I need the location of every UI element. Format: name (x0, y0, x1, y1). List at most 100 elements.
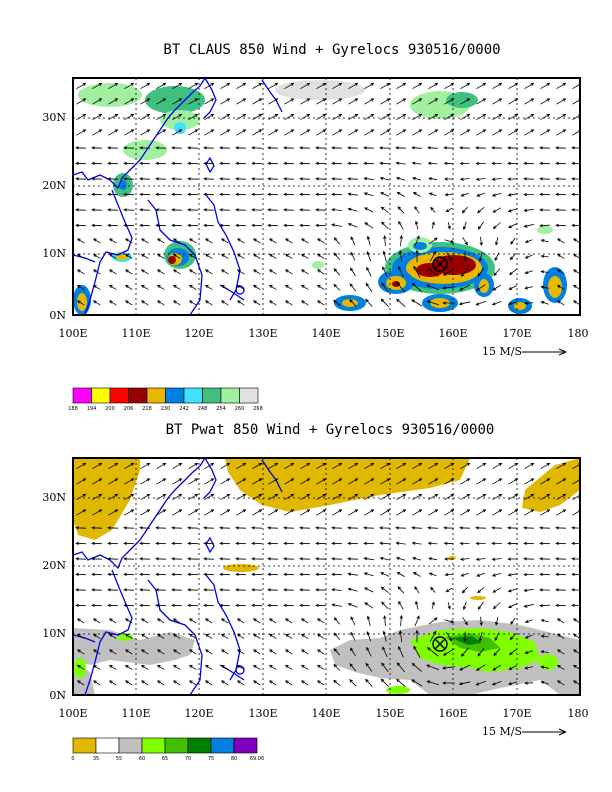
top-wind-arrow (107, 208, 119, 212)
top-wind-arrow (155, 161, 167, 166)
top-wind-arrow (475, 177, 486, 181)
bottom-wind-arrow (172, 649, 181, 655)
bottom-wind-arrow (349, 663, 357, 672)
top-wind-arrow (396, 113, 407, 121)
top-wind-arrow (396, 82, 407, 90)
bottom-wind-arrow (414, 615, 420, 627)
top-wind-arrow (444, 129, 455, 136)
bottom-wind-arrow (187, 588, 199, 592)
bottom-colorbar-tick: 55 (116, 756, 122, 762)
top-wind-arrow (76, 300, 85, 306)
bottom-wind-arrow (507, 541, 519, 546)
top-wind-arrow (556, 284, 565, 290)
top-wind-arrow (92, 238, 101, 244)
top-wind-arrow (156, 300, 165, 306)
top-wind-arrow (428, 237, 438, 245)
bottom-wind-arrow (555, 603, 567, 608)
top-wind-arrow (442, 268, 455, 276)
bottom-wind-arrow (426, 664, 440, 671)
top-wind-arrow (315, 208, 327, 212)
top-wind-arrow (124, 300, 133, 306)
bottom-wind-arrow (187, 541, 199, 546)
top-wind-arrow (171, 192, 183, 197)
top-wind-arrow (91, 208, 103, 212)
bottom-wind-arrow (172, 664, 181, 670)
top-wind-arrow (412, 176, 422, 181)
top-wind-arrow (92, 82, 103, 90)
top-wind-arrow (123, 177, 135, 181)
top-wind-arrow (123, 208, 135, 212)
bottom-wind-arrow (540, 665, 549, 669)
bottom-wind-arrow (524, 650, 533, 654)
top-wind-arrow (396, 191, 405, 197)
bottom-wind-arrow (539, 541, 551, 546)
top-wind-arrow (188, 238, 197, 244)
top-wind-arrow (316, 253, 325, 260)
bottom-wind-arrow (76, 478, 87, 485)
bottom-wind-arrow (267, 603, 279, 608)
top-colorbar-tick: 254 (216, 406, 226, 412)
top-wind-arrow (555, 177, 567, 181)
bottom-wind-arrow (219, 526, 231, 530)
bottom-wind-arrow (91, 526, 103, 530)
top-wind-arrow (349, 267, 356, 277)
bottom-wind-arrow (219, 557, 231, 561)
bottom-wind-arrow (556, 478, 567, 485)
bottom-wind-arrow (476, 478, 487, 485)
bottom-wind-arrow (556, 462, 567, 470)
bottom-wind-arrow (363, 541, 375, 546)
top-wind-arrow (124, 253, 133, 259)
top-wind-arrow (155, 192, 167, 197)
bottom-ref-vector-label: 15 M/S (482, 725, 522, 738)
bottom-wind-arrow (523, 557, 535, 561)
bottom-wind-arrow (204, 493, 215, 501)
bottom-wind-arrow (556, 649, 565, 655)
bottom-wind-arrow (428, 557, 438, 561)
bottom-wind-arrow (396, 493, 407, 501)
bottom-wind-arrow (155, 588, 167, 592)
top-wind-arrow (508, 301, 518, 306)
bottom-wind-arrow (396, 478, 407, 485)
top-wind-arrow (508, 285, 517, 290)
top-wind-arrow (493, 268, 501, 277)
bottom-wind-arrow (507, 526, 519, 530)
bottom-wind-arrow (463, 631, 467, 643)
top-wind-arrow (267, 192, 279, 197)
top-colorbar-tick: 230 (161, 406, 171, 412)
bottom-wind-arrow (315, 572, 327, 577)
bottom-wind-arrow (492, 462, 503, 470)
top-colorbar-swatch (146, 387, 166, 404)
bottom-lon-130: 130E (248, 707, 277, 720)
top-wind-arrow (172, 129, 183, 136)
top-wind-arrow (252, 98, 263, 105)
top-wind-arrow (91, 161, 103, 166)
bottom-wind-arrow (446, 631, 453, 642)
top-colorbar-tick: 200 (105, 406, 115, 412)
bottom-wind-arrow (203, 541, 215, 546)
top-wind-arrow (556, 98, 567, 105)
top-wind-arrow (459, 284, 471, 291)
bottom-wind-arrow (399, 614, 403, 627)
top-wind-arrow (300, 284, 309, 290)
bottom-wind-arrow (284, 462, 295, 470)
bottom-wind-arrow (316, 462, 327, 470)
top-wind-arrow (300, 269, 309, 275)
bottom-wind-arrow (251, 603, 263, 608)
bottom-wind-arrow (379, 541, 390, 545)
bottom-colorbar-swatch (118, 737, 143, 754)
top-title: BT CLAUS 850 Wind + Gyrelocs 930516/0000 (163, 42, 500, 58)
bottom-wind-arrow (524, 681, 534, 685)
top-wind-arrow (442, 301, 455, 305)
top-wind-arrow (446, 251, 453, 262)
top-wind-arrow (171, 177, 183, 181)
bottom-wind-arrow (236, 462, 247, 470)
top-wind-arrow (443, 146, 454, 150)
bottom-wind-arrow (476, 462, 487, 470)
top-wind-arrow (284, 82, 295, 90)
bottom-wind-arrow (380, 478, 391, 485)
bottom-wind-arrow (508, 478, 519, 485)
top-wind-arrow (395, 176, 406, 181)
top-wind-arrow (492, 129, 503, 136)
top-lat-30: 30N (42, 111, 66, 124)
bottom-wind-arrow (267, 557, 279, 561)
